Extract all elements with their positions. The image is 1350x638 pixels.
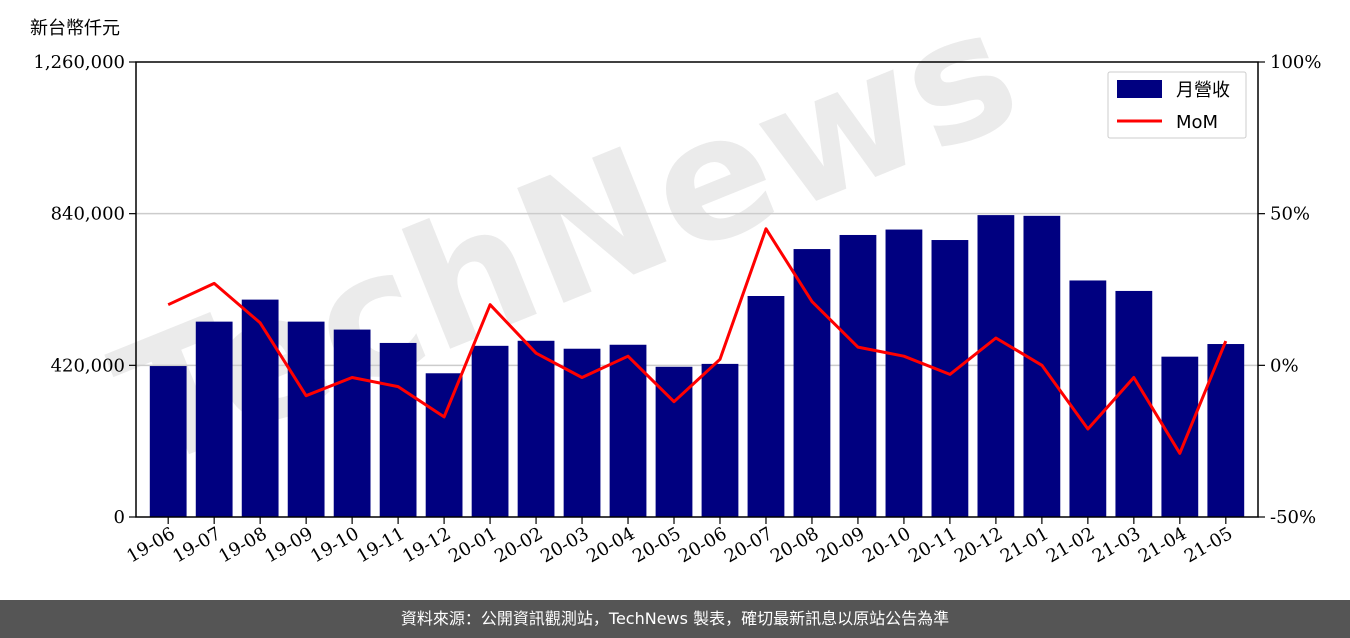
- revenue-bars: [149, 215, 1245, 518]
- revenue-bar: [379, 342, 417, 517]
- revenue-bar: [701, 363, 739, 517]
- plot-frame: [135, 61, 1259, 518]
- revenue-bar: [1069, 280, 1107, 517]
- y-left-tick-label: 840,000: [51, 204, 125, 225]
- y-right-tick-label: 0%: [1270, 355, 1299, 376]
- x-tick-label: 21-02: [1043, 523, 1098, 567]
- x-tick-label: 20-11: [905, 523, 960, 567]
- y-axis-unit-label: 新台幣仟元: [30, 18, 120, 39]
- x-tick-label: 20-10: [859, 523, 914, 567]
- revenue-bar: [793, 249, 831, 518]
- x-tick-label: 21-05: [1181, 523, 1236, 567]
- revenue-bar: [977, 215, 1015, 517]
- x-tick-label: 20-04: [583, 523, 638, 567]
- x-tick-label: 19-06: [123, 523, 178, 567]
- source-footer: 資料來源：公開資訊觀測站，TechNews 製表，確切最新訊息以原站公告為準: [0, 600, 1350, 638]
- revenue-bar: [1161, 356, 1199, 517]
- legend-bar-swatch: [1117, 80, 1162, 98]
- x-tick-label: 19-10: [307, 523, 362, 567]
- y-left-tick-label: 0: [114, 507, 125, 528]
- y-right-tick-label: 100%: [1270, 52, 1321, 73]
- x-tick-label: 19-08: [215, 523, 270, 567]
- revenue-bar: [149, 366, 187, 517]
- revenue-bar: [517, 340, 555, 517]
- x-tick-label: 20-03: [537, 523, 592, 567]
- x-tick-label: 20-09: [813, 523, 868, 567]
- revenue-bar: [241, 299, 279, 517]
- legend-label-mom: MoM: [1176, 112, 1218, 133]
- mom-line-layer: [167, 227, 1228, 455]
- revenue-bar: [425, 373, 463, 517]
- revenue-bar: [609, 344, 647, 517]
- x-tick-label: 20-06: [675, 523, 730, 567]
- revenue-bar: [333, 329, 371, 517]
- x-tick-label: 21-03: [1089, 523, 1144, 567]
- x-tick-label: 20-05: [629, 523, 684, 567]
- x-tick-label: 20-01: [445, 523, 500, 567]
- x-tick-label: 19-12: [399, 523, 454, 567]
- x-tick-label: 21-01: [997, 523, 1052, 567]
- y-right-tick-label: -50%: [1270, 507, 1316, 528]
- revenue-bar: [931, 240, 969, 517]
- x-tick-label: 21-04: [1135, 523, 1190, 567]
- x-tick-label: 20-08: [767, 523, 822, 567]
- x-tick-label: 20-12: [951, 523, 1006, 567]
- y-right-tick-label: 50%: [1270, 204, 1310, 225]
- revenue-bar: [195, 321, 233, 517]
- revenue-bar: [287, 321, 325, 517]
- revenue-bar: [1115, 290, 1153, 517]
- revenue-bar: [471, 345, 509, 517]
- revenue-bar: [839, 234, 877, 517]
- y-left-tick-label: 1,260,000: [33, 52, 125, 73]
- x-tick-label: 19-09: [261, 523, 316, 567]
- revenue-chart: TechNews 0420,000840,0001,260,000-50%0%5…: [33, 0, 1321, 567]
- legend: 月營收 MoM: [1107, 71, 1247, 139]
- revenue-bar: [885, 229, 923, 518]
- legend-label-revenue: 月營收: [1176, 80, 1230, 101]
- x-tick-label: 20-02: [491, 523, 546, 567]
- revenue-bar: [563, 348, 601, 517]
- y-left-tick-label: 420,000: [51, 355, 125, 376]
- x-tick-label: 19-07: [169, 523, 224, 567]
- mom-line: [167, 227, 1228, 455]
- revenue-bar: [747, 296, 785, 517]
- x-tick-label: 20-07: [721, 523, 776, 567]
- x-tick-label: 19-11: [353, 523, 408, 567]
